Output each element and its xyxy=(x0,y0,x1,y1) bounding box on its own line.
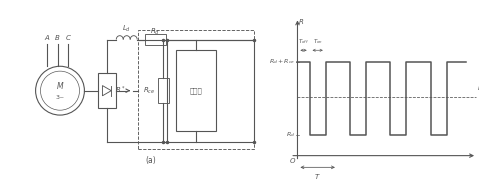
Text: $R_d$: $R_d$ xyxy=(150,27,160,37)
Text: $R_{ce}$: $R_{ce}$ xyxy=(143,86,155,96)
Text: 斩波器: 斩波器 xyxy=(190,87,203,94)
Text: $O$: $O$ xyxy=(289,156,297,165)
Text: $T$: $T$ xyxy=(314,172,321,181)
Text: $R_d+R_{ce}$: $R_d+R_{ce}$ xyxy=(269,57,296,66)
Text: $T_{on}$: $T_{on}$ xyxy=(313,37,322,46)
Text: C: C xyxy=(66,35,70,41)
Text: $R^*$: $R^*$ xyxy=(477,82,479,94)
Text: A: A xyxy=(45,35,50,41)
Text: $R$: $R$ xyxy=(298,17,305,26)
Text: $t$: $t$ xyxy=(478,143,479,153)
Text: $R_d$: $R_d$ xyxy=(286,130,296,139)
Text: (a): (a) xyxy=(145,156,156,165)
Text: 3~: 3~ xyxy=(56,95,65,100)
Text: $L_d$: $L_d$ xyxy=(122,24,131,34)
Bar xyxy=(98,73,116,108)
Bar xyxy=(176,50,216,131)
Bar xyxy=(145,34,166,45)
Text: $R^*$: $R^*$ xyxy=(114,85,125,96)
Text: M: M xyxy=(57,82,63,91)
Text: $T_{off}$: $T_{off}$ xyxy=(298,37,309,46)
Text: B: B xyxy=(55,35,60,41)
Bar xyxy=(159,78,169,103)
